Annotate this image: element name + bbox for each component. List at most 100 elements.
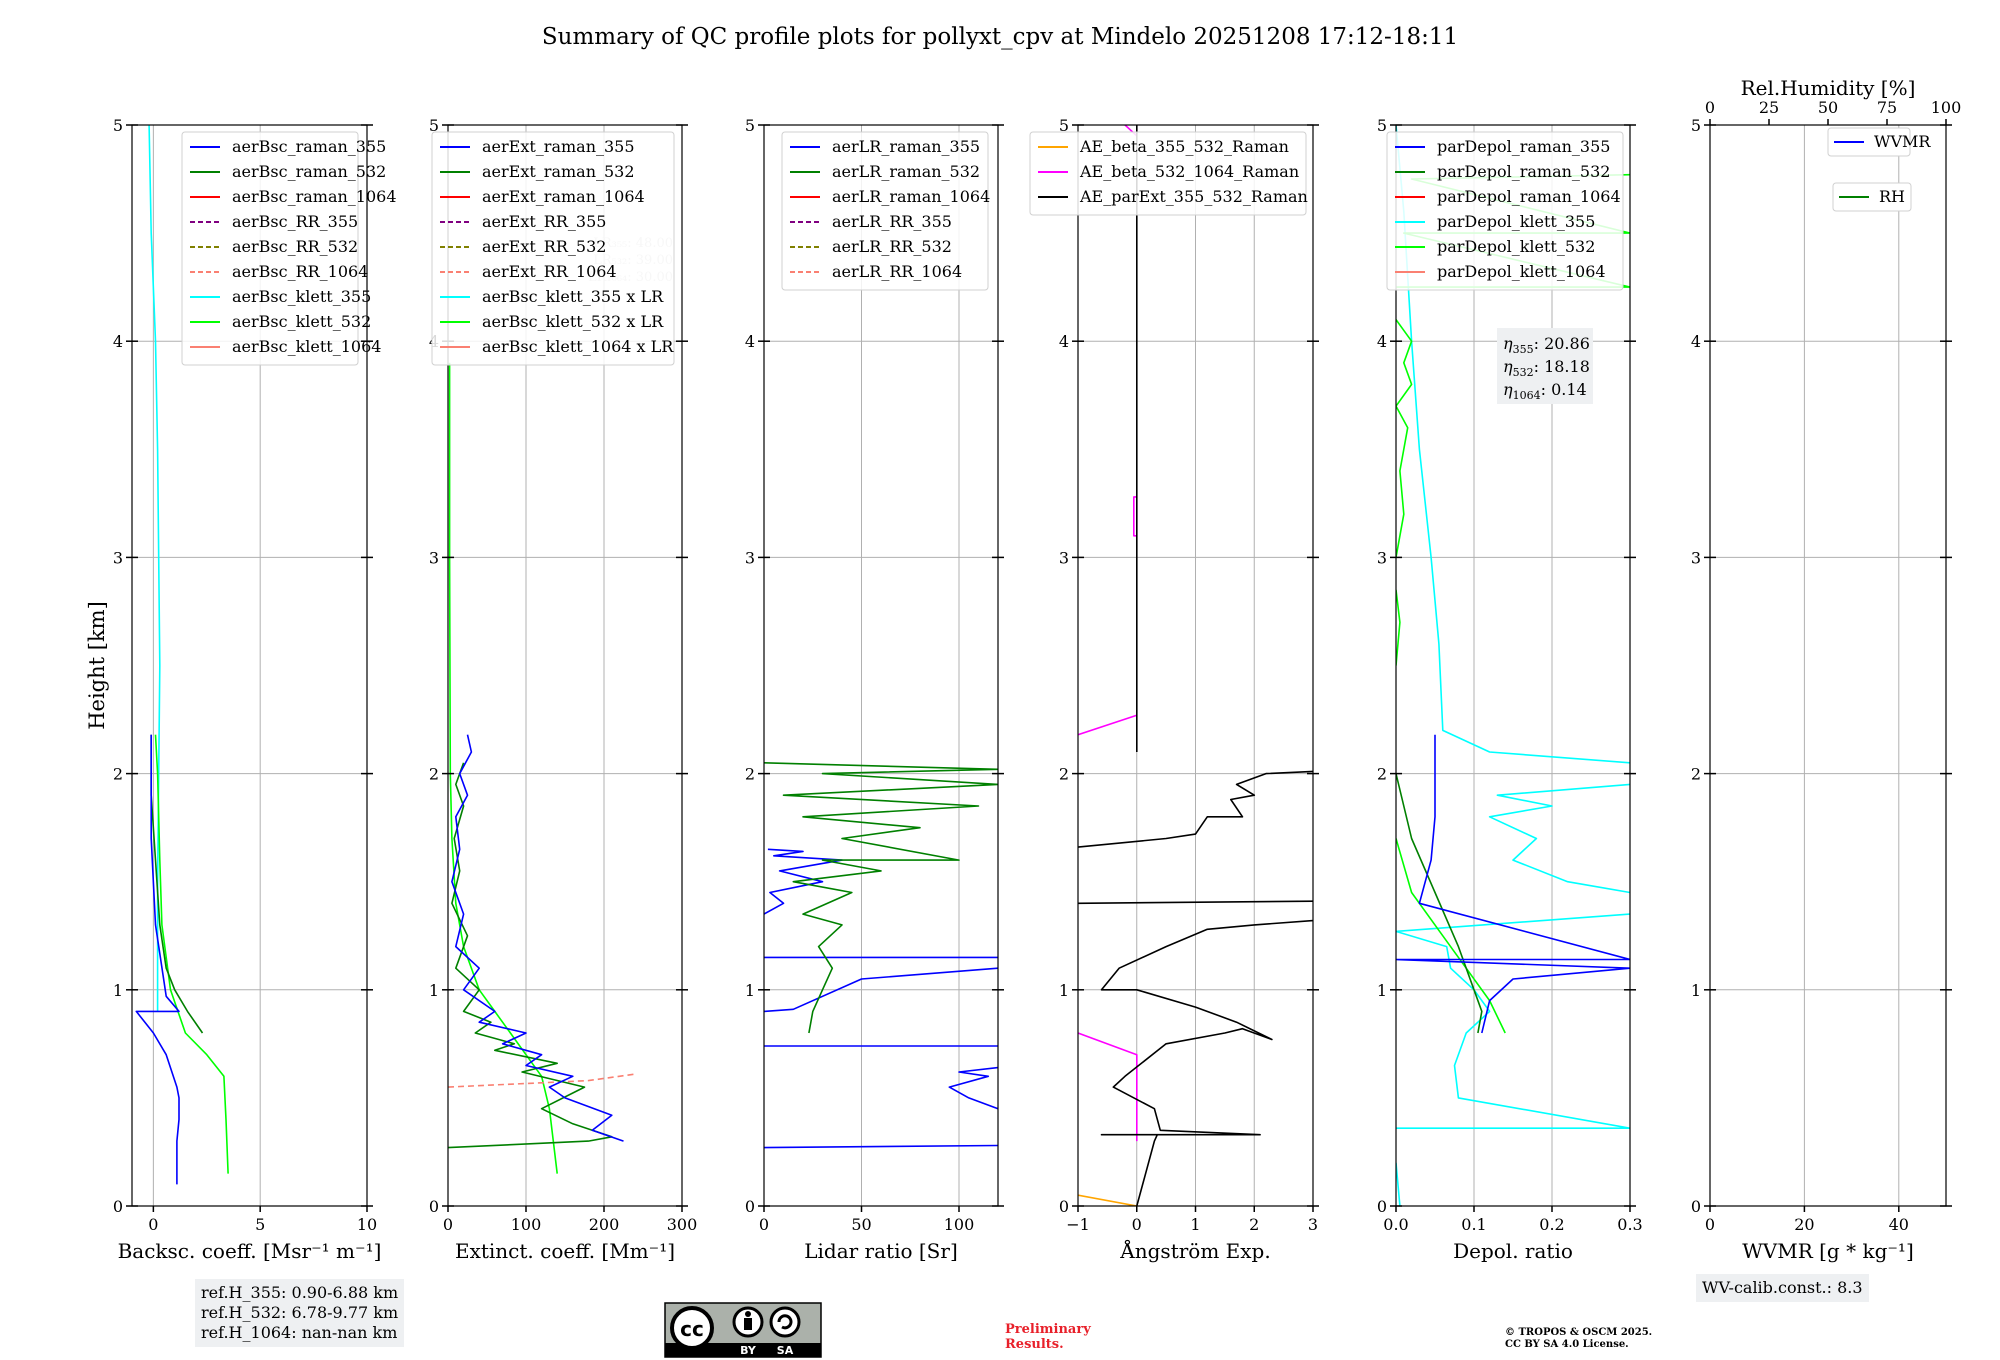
series-line-ae-parext-355-532-raman-c- bbox=[1078, 770, 1313, 848]
series-line-aerbsc-raman-355 bbox=[135, 734, 180, 1185]
eta-line: η532: 18.18 bbox=[1503, 357, 1590, 379]
y-tick-label: 5 bbox=[1059, 116, 1069, 135]
legend-label: aerExt_raman_532 bbox=[482, 162, 635, 181]
y-tick-label: 2 bbox=[113, 765, 123, 784]
legend-label: aerExt_RR_1064 bbox=[482, 262, 617, 281]
y-tick-label: 5 bbox=[1377, 116, 1387, 135]
series-line-pardepol-klett-532-a- bbox=[1396, 838, 1506, 1034]
legend-label: AE_beta_355_532_Raman bbox=[1079, 137, 1289, 156]
legend-label: aerExt_RR_532 bbox=[482, 237, 606, 256]
x-tick-label: 0 bbox=[1705, 1215, 1715, 1234]
y-tick-label: 0 bbox=[745, 1197, 755, 1216]
cc-by-label: BY bbox=[740, 1344, 757, 1357]
legend-box bbox=[781, 131, 989, 291]
x-tick-label: 50 bbox=[851, 1215, 871, 1234]
series-line-aerlr-raman-355-f- bbox=[764, 848, 843, 915]
legend-label: aerBsc_klett_532 x LR bbox=[482, 312, 664, 331]
x-tick-label: 0 bbox=[759, 1215, 769, 1234]
legend-label: aerBsc_raman_1064 bbox=[232, 187, 397, 206]
copyright-line-2: CC BY SA 4.0 License. bbox=[1505, 1339, 1629, 1350]
legend-label: aerLR_RR_1064 bbox=[832, 262, 962, 281]
legend-label: aerLR_raman_355 bbox=[832, 137, 980, 156]
series-line-pardepol-klett-532-b- bbox=[1396, 589, 1401, 666]
y-tick-label: 4 bbox=[745, 332, 755, 351]
eta-subscript: 532 bbox=[1513, 366, 1534, 379]
legend-label: AE_parExt_355_532_Raman bbox=[1079, 187, 1308, 206]
copyright-note: © TROPOS & OSCM 2025. CC BY SA 4.0 Licen… bbox=[1505, 1327, 1652, 1351]
eta-value: : 18.18 bbox=[1534, 357, 1590, 376]
panel-backscatter: 0 1 2 3 4 5 0 5 10 Backsc. coeff. [Msr⁻¹ m⁻¹] Heig… bbox=[85, 116, 397, 1263]
ref-height-355: ref.H_355: 0.90-6.88 km bbox=[201, 1283, 399, 1302]
top-x-tick-label: 0 bbox=[1705, 98, 1715, 117]
x-tick-label: 0.1 bbox=[1461, 1215, 1486, 1234]
y-tick-label: 2 bbox=[1059, 765, 1069, 784]
top-x-tick-label: 100 bbox=[1931, 98, 1962, 117]
series-line-ae-beta-532-1064-raman-c- bbox=[1133, 496, 1137, 537]
series-line-aerext-raman-355 bbox=[451, 734, 624, 1142]
legend-box bbox=[431, 131, 675, 366]
copyright-line-1: © TROPOS & OSCM 2025. bbox=[1505, 1327, 1653, 1338]
y-tick-label: 1 bbox=[1377, 981, 1387, 1000]
top-x-tick-label: 50 bbox=[1818, 98, 1838, 117]
x-tick-label: 100 bbox=[511, 1215, 542, 1234]
top-x-tick-label: 75 bbox=[1877, 98, 1897, 117]
y-tick-label: 3 bbox=[1377, 548, 1387, 567]
y-tick-label: 2 bbox=[745, 765, 755, 784]
x-axis-label: Depol. ratio bbox=[1453, 1239, 1573, 1263]
axes-frame bbox=[447, 124, 683, 1207]
series-line-aerlr-raman-355-d- bbox=[764, 967, 998, 1013]
cc-by-sa-license-badge: cc BY SA bbox=[664, 1302, 822, 1358]
x-tick-label: 2 bbox=[1249, 1215, 1259, 1234]
eta-text-box bbox=[1497, 328, 1593, 404]
legend-label: aerBsc_RR_1064 bbox=[232, 262, 368, 281]
y-tick-label: 1 bbox=[429, 981, 439, 1000]
preliminary-line-1: Preliminary bbox=[1005, 1322, 1091, 1337]
y-tick-label: 3 bbox=[113, 548, 123, 567]
sa-sharealike-icon bbox=[769, 1306, 801, 1338]
x-tick-label: 20 bbox=[1794, 1215, 1814, 1234]
legend-label: aerExt_RR_355 bbox=[482, 212, 606, 231]
ref-height-532: ref.H_532: 6.78-9.77 km bbox=[201, 1303, 399, 1322]
series-line-pardepol-raman-355 bbox=[1396, 734, 1630, 1034]
panel-depol: 0 1 2 3 4 5 0.0 0.1 0.2 0.3 Depol. ratio parDepol_r… bbox=[1377, 116, 1643, 1263]
legend-label: aerLR_RR_532 bbox=[832, 237, 952, 256]
legend-label: aerBsc_klett_1064 bbox=[232, 337, 381, 356]
eta-value: : 0.14 bbox=[1541, 380, 1587, 399]
legend-box bbox=[1029, 131, 1307, 216]
x-tick-label: 300 bbox=[667, 1215, 698, 1234]
x-tick-label: 0.0 bbox=[1383, 1215, 1408, 1234]
series-group bbox=[764, 762, 998, 1149]
legend-label: aerExt_raman_355 bbox=[482, 137, 635, 156]
eta-value: : 20.86 bbox=[1534, 334, 1590, 353]
legend-label: aerLR_raman_532 bbox=[832, 162, 980, 181]
eta-symbol: η bbox=[1503, 380, 1513, 399]
x-axis-label: WVMR [g * kg⁻¹] bbox=[1742, 1239, 1914, 1263]
legend-label: aerBsc_RR_355 bbox=[232, 212, 358, 231]
x-axis-label: Ångström Exp. bbox=[1119, 1238, 1270, 1263]
preliminary-results-note: Preliminary Results. bbox=[1005, 1322, 1091, 1352]
legend-label: aerBsc_klett_355 x LR bbox=[482, 287, 664, 306]
legend-label: parDepol_raman_532 bbox=[1437, 162, 1610, 181]
x-tick-label: 0 bbox=[148, 1215, 158, 1234]
series-line-ae-parext-355-532-raman-b- bbox=[1078, 900, 1313, 905]
y-tick-label: 0 bbox=[1059, 1197, 1069, 1216]
eta-line: η355: 20.86 bbox=[1503, 334, 1590, 356]
y-tick-label: 3 bbox=[429, 548, 439, 567]
y-tick-label: 4 bbox=[1059, 332, 1069, 351]
x-tick-label: 200 bbox=[589, 1215, 620, 1234]
y-tick-label: 2 bbox=[429, 765, 439, 784]
y-tick-label: 1 bbox=[1059, 981, 1069, 1000]
axes-frame bbox=[131, 124, 368, 1207]
series-group bbox=[135, 125, 229, 1185]
legend-label: aerBsc_RR_532 bbox=[232, 237, 358, 256]
y-tick-label: 5 bbox=[745, 116, 755, 135]
x-tick-label: 5 bbox=[255, 1215, 265, 1234]
x-tick-label: 40 bbox=[1889, 1215, 1909, 1234]
legend-label: aerBsc_raman_355 bbox=[232, 137, 386, 156]
axes-frame bbox=[1395, 124, 1631, 1207]
eta-symbol: η bbox=[1503, 334, 1513, 353]
y-tick-label: 0 bbox=[429, 1197, 439, 1216]
